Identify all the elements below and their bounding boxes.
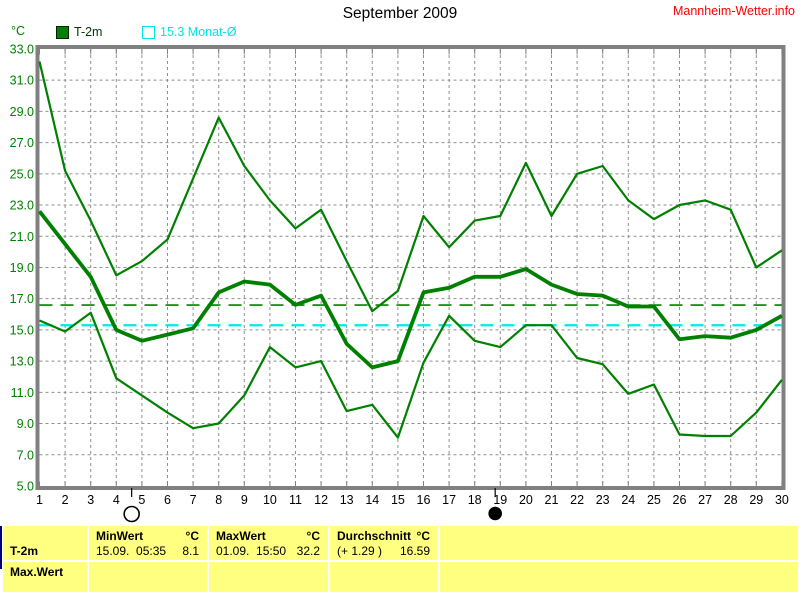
temperature-chart: 33.031.029.027.025.023.021.019.017.015.0… xyxy=(10,42,789,523)
x-tick-label: 23 xyxy=(596,493,610,507)
mean-temp-line xyxy=(38,210,783,370)
maxwert-header: MaxWert xyxy=(216,529,266,543)
series-label: T-2m xyxy=(10,544,39,558)
x-tick-label: 16 xyxy=(417,493,431,507)
y-tick-label: 9.0 xyxy=(17,417,34,431)
next-row-label-cell: Max.Wert xyxy=(3,562,87,592)
next-row-label: Max.Wert xyxy=(10,565,64,579)
x-tick-label: 20 xyxy=(519,493,533,507)
y-tick-label: 19.0 xyxy=(10,261,34,275)
x-tick-label: 2 xyxy=(62,493,69,507)
x-tick-label: 26 xyxy=(673,493,687,507)
x-tick-label: 1 xyxy=(36,493,43,507)
y-tick-label: 29.0 xyxy=(10,105,34,119)
x-tick-label: 7 xyxy=(190,493,197,507)
x-tick-label: 22 xyxy=(570,493,584,507)
x-tick-label: 13 xyxy=(340,493,354,507)
y-tick-label: 27.0 xyxy=(10,136,34,150)
new-moon-icon xyxy=(488,506,502,521)
maxwert-unit: °C xyxy=(306,529,320,543)
durchschnitt-cell: Durchschnitt °C (+ 1.29 ) 16.59 xyxy=(330,526,438,560)
legend-month-average-label: 15.3 Monat-Ø xyxy=(160,25,237,39)
x-tick-label: 6 xyxy=(164,493,171,507)
x-tick-label: 12 xyxy=(314,493,328,507)
y-tick-label: 31.0 xyxy=(10,74,34,88)
x-tick-label: 17 xyxy=(442,493,456,507)
site-link[interactable]: Mannheim-Wetter.info xyxy=(672,4,795,18)
minwert-cell: MinWert °C 15.09. 05:35 8.1 xyxy=(89,526,207,560)
x-tick-label: 14 xyxy=(365,493,379,507)
y-axis-unit-label: °C xyxy=(11,24,26,38)
y-tick-label: 11.0 xyxy=(11,386,34,400)
table-filler-cell xyxy=(440,526,798,560)
durchschnitt-unit: °C xyxy=(416,529,430,543)
legend-item-month-average: 15.3 Monat-Ø xyxy=(142,25,236,39)
x-tick-label: 29 xyxy=(749,493,763,507)
next-row-cell xyxy=(440,562,798,592)
x-tick-label: 21 xyxy=(545,493,559,507)
maxwert-value: 32.2 xyxy=(296,544,320,558)
full-moon-icon xyxy=(123,505,140,523)
x-tick-label: 25 xyxy=(647,493,661,507)
page-title: September 2009 xyxy=(342,5,458,22)
t2m-series-swatch-icon xyxy=(56,25,69,39)
minwert-header: MinWert xyxy=(96,529,144,543)
durchschnitt-header: Durchschnitt xyxy=(337,529,412,543)
x-tick-label: 19 xyxy=(493,493,507,507)
y-tick-label: 5.0 xyxy=(17,479,34,493)
x-tick-label: 27 xyxy=(698,493,712,507)
table-left-border xyxy=(0,526,2,569)
y-tick-label: 17.0 xyxy=(10,292,34,306)
x-tick-label: 5 xyxy=(138,493,145,507)
next-row-cell xyxy=(209,562,328,592)
x-tick-label: 15 xyxy=(391,493,405,507)
legend-item-t2m: T-2m xyxy=(56,25,102,39)
min-temp-line xyxy=(39,311,783,439)
x-tick-label: 4 xyxy=(113,493,120,507)
maxwert-datetime: 01.09. 15:50 xyxy=(216,544,287,558)
y-tick-label: 33.0 xyxy=(10,42,34,56)
x-tick-label: 30 xyxy=(775,493,789,507)
x-tick-label: 9 xyxy=(241,493,248,507)
x-tick-label: 24 xyxy=(621,493,635,507)
minwert-unit: °C xyxy=(185,529,199,543)
y-tick-label: 15.0 xyxy=(10,323,34,337)
y-tick-label: 7.0 xyxy=(17,448,34,462)
x-tick-label: 28 xyxy=(724,493,738,507)
x-tick-label: 8 xyxy=(215,493,222,507)
month-average-swatch-icon xyxy=(142,25,155,39)
x-tick-label: 10 xyxy=(263,493,277,507)
y-tick-label: 13.0 xyxy=(10,355,34,369)
x-tick-label: 18 xyxy=(468,493,482,507)
minwert-datetime: 15.09. 05:35 xyxy=(96,544,167,558)
x-tick-label: 3 xyxy=(87,493,94,507)
series-label-cell: T-2m xyxy=(3,526,87,560)
max-temp-line xyxy=(38,61,783,313)
y-tick-label: 25.0 xyxy=(10,167,34,181)
maxwert-cell: MaxWert °C 01.09. 15:50 32.2 xyxy=(209,526,328,560)
y-tick-label: 21.0 xyxy=(10,230,34,244)
durchschnitt-anomaly: (+ 1.29 ) xyxy=(337,544,383,558)
y-tick-label: 23.0 xyxy=(10,199,34,213)
legend-t2m-label: T-2m xyxy=(74,25,103,39)
x-tick-label: 11 xyxy=(289,493,302,507)
next-row-cell xyxy=(89,562,207,592)
next-row-cell xyxy=(330,562,438,592)
durchschnitt-value: 16.59 xyxy=(399,544,430,558)
minwert-value: 8.1 xyxy=(182,544,199,558)
